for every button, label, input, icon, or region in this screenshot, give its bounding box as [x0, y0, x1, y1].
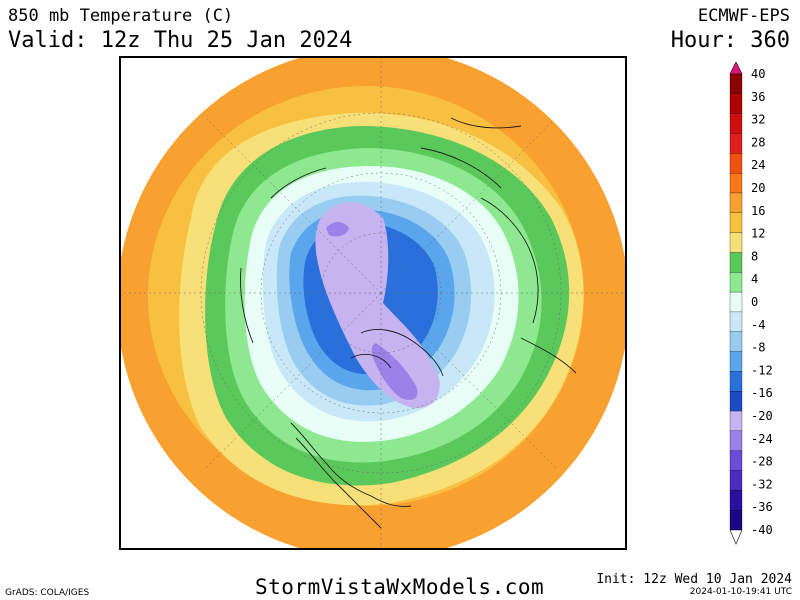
legend-swatch: [729, 93, 743, 115]
legend-label: 36: [751, 90, 765, 104]
legend-swatch: [729, 172, 743, 194]
legend-label: 0: [751, 295, 758, 309]
legend-swatch: [729, 450, 743, 471]
temperature-field: [121, 58, 625, 548]
website-label: StormVistaWxModels.com: [255, 575, 545, 599]
legend-swatch: [729, 192, 743, 214]
legend-label: 4: [751, 272, 758, 286]
polar-temperature-map: [121, 58, 625, 548]
legend-swatch: [729, 391, 743, 412]
legend-label: -8: [751, 341, 765, 355]
legend-swatch: [729, 351, 743, 372]
legend-swatch: [729, 291, 743, 313]
legend-swatch: [729, 212, 743, 234]
legend-label: 24: [751, 158, 765, 172]
legend-swatch: [729, 252, 743, 273]
legend-arrow-bottom: [729, 529, 743, 545]
color-legend: 4036322824201612840-4-8-12-16-20-24-28-3…: [729, 62, 773, 545]
forecast-hour: Hour: 360: [670, 28, 790, 53]
legend-label: 12: [751, 227, 765, 241]
legend-swatch: [729, 272, 743, 293]
legend-swatch: [729, 153, 743, 174]
map-title: 850 mb Temperature (C): [8, 6, 234, 26]
legend-swatch: [729, 470, 743, 491]
legend-label: 16: [751, 204, 765, 218]
legend-swatch: [729, 510, 743, 531]
legend-label: -4: [751, 318, 765, 332]
band-lavender: [315, 202, 440, 409]
legend-label: 28: [751, 135, 765, 149]
band-purple: [371, 343, 418, 400]
model-name: ECMWF-EPS: [697, 6, 790, 26]
legend-label: -36: [751, 500, 773, 514]
legend-label: 32: [751, 113, 765, 127]
map-frame: [119, 56, 627, 550]
band-purple-2: [326, 222, 349, 237]
legend-arrow-top: [729, 62, 743, 75]
legend-swatch: [729, 331, 743, 353]
legend-swatch: [729, 113, 743, 134]
legend-label: -32: [751, 477, 773, 491]
legend-swatch: [729, 73, 743, 95]
legend-label: -16: [751, 386, 773, 400]
coastlines: [240, 117, 577, 529]
legend-swatch: [729, 490, 743, 511]
valid-time: Valid: 12z Thu 25 Jan 2024: [8, 28, 353, 53]
init-time: Init: 12z Wed 10 Jan 2024: [596, 572, 792, 587]
credit-label: GrADS: COLA/IGES: [5, 588, 90, 598]
legend-label: 40: [751, 67, 765, 81]
legend-swatch: [729, 232, 743, 253]
legend-swatch: [729, 410, 743, 432]
legend-swatch: [729, 133, 743, 154]
legend-label: -40: [751, 523, 773, 537]
legend-swatch: [729, 430, 743, 452]
graticule: [121, 58, 625, 548]
legend-label: -24: [751, 432, 773, 446]
generated-timestamp: 2024-01-10-19:41 UTC: [689, 587, 792, 597]
legend-label: 8: [751, 249, 758, 263]
legend-swatch: [729, 311, 743, 333]
legend-swatch: [729, 371, 743, 392]
legend-label: -12: [751, 363, 773, 377]
legend-label: -28: [751, 455, 773, 469]
legend-label: 20: [751, 181, 765, 195]
legend-label: -20: [751, 409, 773, 423]
